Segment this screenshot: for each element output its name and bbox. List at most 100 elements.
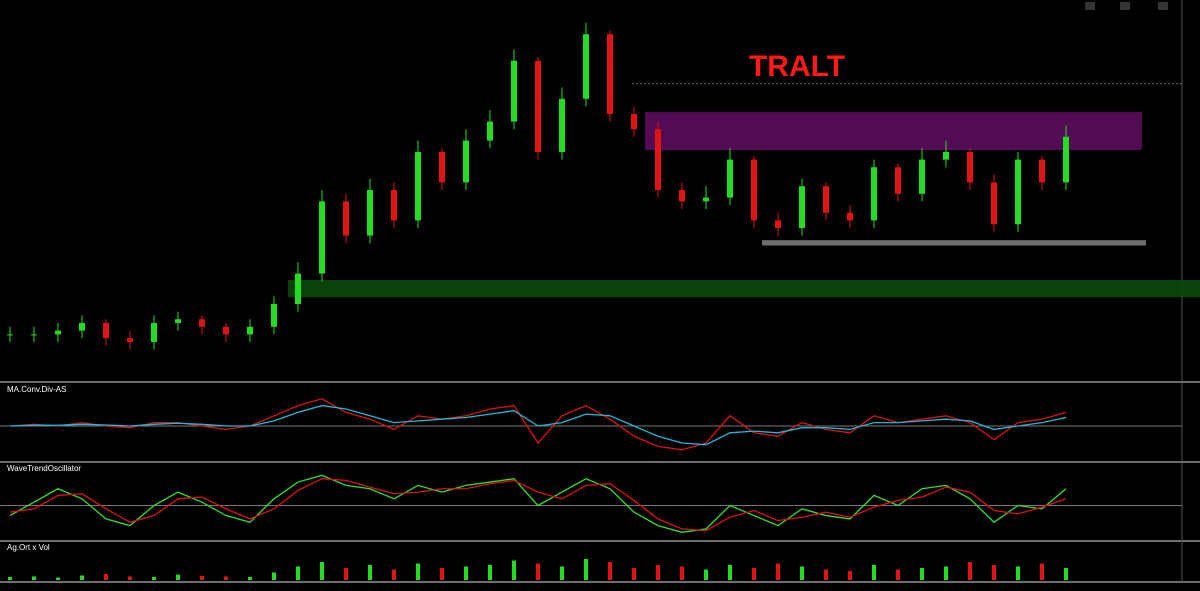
candle-body xyxy=(823,186,829,213)
pane-title: Ag.Ort x Vol xyxy=(7,543,50,552)
pane-title: WaveTrendOscillator xyxy=(7,464,81,473)
volume-bar xyxy=(32,576,36,580)
volume-bar xyxy=(824,569,828,580)
volume-bar xyxy=(776,563,780,580)
volume-bar xyxy=(752,568,756,580)
candle-body xyxy=(1015,159,1021,225)
candle-body xyxy=(535,60,541,152)
volume-bar xyxy=(392,569,396,580)
candle-body xyxy=(895,167,901,194)
volume-bar xyxy=(1064,568,1068,580)
candle-body xyxy=(607,34,613,115)
candle-body xyxy=(199,319,205,327)
volume-bar xyxy=(200,575,204,580)
volume-bar xyxy=(632,568,636,580)
candle-body xyxy=(487,121,493,141)
volume-bar xyxy=(536,563,540,580)
volume-bar xyxy=(464,566,468,580)
volume-bar xyxy=(488,565,492,580)
candle-body xyxy=(967,152,973,183)
candle-body xyxy=(7,334,13,336)
volume-bar xyxy=(872,565,876,580)
candle-body xyxy=(919,159,925,194)
volume-bar xyxy=(968,562,972,580)
candle-body xyxy=(1063,136,1069,183)
volume-bar xyxy=(80,575,84,580)
candle-body xyxy=(679,190,685,202)
volume-bar xyxy=(368,565,372,580)
candle-body xyxy=(943,152,949,160)
candle-body xyxy=(775,220,781,228)
zone xyxy=(762,240,1146,246)
candle-body xyxy=(247,326,253,335)
candle-body xyxy=(583,34,589,99)
volume-bar xyxy=(848,571,852,580)
candle-body xyxy=(439,152,445,183)
candle-body xyxy=(295,273,301,304)
volume-bar xyxy=(440,568,444,580)
volume-bar xyxy=(224,576,228,580)
candle-body xyxy=(79,323,85,331)
pane-title: MA.Conv.Div-AS xyxy=(7,385,66,394)
candle-body xyxy=(703,197,709,202)
volume-bar xyxy=(896,569,900,580)
window-button[interactable] xyxy=(1158,2,1168,10)
indicator-line xyxy=(9,478,1067,532)
candle-body xyxy=(31,334,37,336)
volume-bar xyxy=(1040,563,1044,580)
chart-title: TRALT xyxy=(749,50,845,83)
zone xyxy=(645,112,1142,151)
candle-body xyxy=(271,304,277,327)
volume-bar xyxy=(920,568,924,580)
indicator-line xyxy=(9,404,1067,446)
volume-bar xyxy=(728,565,732,580)
volume-bar xyxy=(1016,566,1020,580)
candle-body xyxy=(871,167,877,221)
candle-body xyxy=(799,186,805,228)
volume-bar xyxy=(992,565,996,580)
candle-body xyxy=(175,319,181,323)
candle-body xyxy=(655,129,661,190)
volume-bar xyxy=(56,577,60,580)
zone xyxy=(288,280,1200,298)
volume-bar xyxy=(104,574,108,580)
candle-body xyxy=(727,159,733,198)
candle-body xyxy=(127,338,133,342)
candle-body xyxy=(559,98,565,152)
candle-body xyxy=(847,212,853,221)
candle-body xyxy=(55,330,61,335)
volume-bar xyxy=(128,576,132,580)
volume-bar xyxy=(152,577,156,580)
candle-body xyxy=(415,152,421,221)
candle-body xyxy=(151,323,157,342)
candle-body xyxy=(367,190,373,236)
candle-body xyxy=(631,114,637,130)
volume-bar xyxy=(560,566,564,580)
candle-body xyxy=(463,140,469,183)
candle-body xyxy=(991,182,997,225)
candle-body xyxy=(391,190,397,221)
volume-bar xyxy=(944,566,948,580)
volume-bar xyxy=(680,566,684,580)
window-button[interactable] xyxy=(1085,2,1095,10)
candle-body xyxy=(319,201,325,274)
volume-bar xyxy=(584,559,588,580)
volume-bar xyxy=(512,560,516,580)
volume-bar xyxy=(8,577,12,580)
candle-body xyxy=(103,323,109,339)
candle-body xyxy=(343,201,349,236)
volume-bar xyxy=(344,568,348,580)
volume-bar xyxy=(272,572,276,580)
candle-body xyxy=(511,60,517,122)
volume-bar xyxy=(656,565,660,580)
volume-bar xyxy=(248,577,252,580)
candle-body xyxy=(751,159,757,221)
volume-bar xyxy=(800,566,804,580)
volume-bar xyxy=(320,562,324,580)
volume-bar xyxy=(704,569,708,580)
volume-bar xyxy=(416,563,420,580)
window-button[interactable] xyxy=(1120,2,1130,10)
candle-body xyxy=(223,326,229,335)
volume-bar xyxy=(296,566,300,580)
